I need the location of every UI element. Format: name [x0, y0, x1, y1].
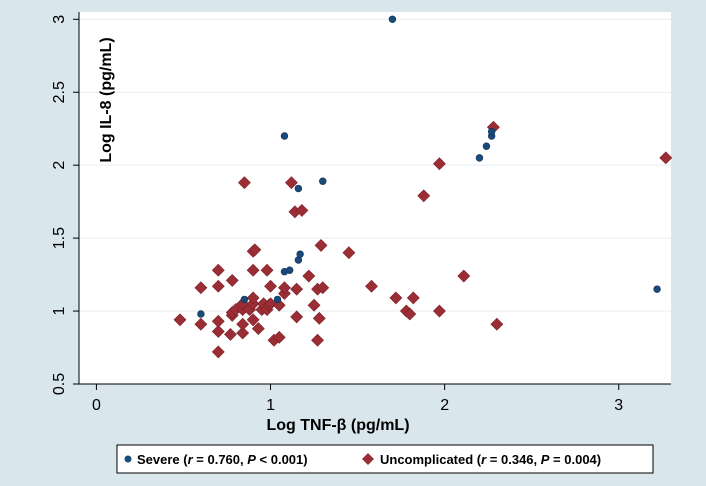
uncomplicated-point: [312, 311, 326, 325]
uncomplicated-point: [236, 326, 250, 340]
uncomplicated-point: [173, 313, 187, 327]
uncomplicated-point: [211, 314, 225, 328]
uncomplicated-point: [365, 279, 378, 293]
uncomplicated-point: [237, 176, 251, 190]
y-tick-label: 2.5: [51, 81, 68, 103]
severe-point: [487, 127, 496, 136]
uncomplicated-point: [389, 291, 403, 305]
y-axis-title: Log IL-8 (pg/mL): [98, 37, 115, 162]
uncomplicated-point: [307, 298, 321, 312]
uncomplicated-point: [403, 307, 417, 321]
y-tick-label: 0.5: [51, 373, 68, 395]
severe-point: [388, 15, 397, 23]
uncomplicated-point: [248, 243, 262, 257]
severe-point: [294, 184, 303, 193]
uncomplicated-point: [211, 345, 225, 359]
y-tick-label: 2: [51, 161, 68, 170]
x-axis-ticks: 0 1 2 3: [92, 384, 623, 414]
legend-uncomplicated-marker: [362, 453, 374, 465]
uncomplicated-point: [224, 327, 237, 341]
x-tick-label: 2: [440, 397, 449, 414]
x-tick-label: 3: [614, 397, 623, 414]
severe-point: [240, 295, 249, 304]
y-tick-label: 1.5: [51, 227, 68, 249]
uncomplicated-point: [290, 282, 304, 296]
uncomplicated-point: [278, 281, 291, 295]
uncomplicated-point: [432, 157, 446, 171]
legend-box: [116, 444, 654, 474]
data-points: [173, 15, 673, 359]
uncomplicated-point: [211, 279, 225, 293]
uncomplicated-point: [264, 297, 277, 311]
uncomplicated-point: [194, 281, 208, 295]
uncomplicated-point: [246, 313, 260, 327]
uncomplicated-point: [302, 269, 316, 283]
uncomplicated-point: [659, 151, 673, 165]
uncomplicated-point: [246, 263, 260, 277]
legend-severe-marker: [124, 455, 132, 463]
uncomplicated-point: [457, 269, 471, 283]
severe-point: [653, 285, 661, 293]
y-tick-label: 1: [51, 307, 68, 316]
uncomplicated-point: [417, 189, 431, 203]
x-tick-label: 1: [266, 397, 275, 414]
uncomplicated-point: [272, 330, 286, 344]
uncomplicated-point: [316, 281, 330, 295]
severe-point: [482, 142, 491, 150]
uncomplicated-point: [311, 333, 324, 347]
severe-point: [280, 132, 289, 140]
severe-point: [197, 310, 205, 318]
uncomplicated-point: [246, 291, 260, 305]
uncomplicated-point: [284, 176, 298, 190]
uncomplicated-point: [251, 322, 265, 335]
uncomplicated-point: [211, 263, 225, 277]
uncomplicated-point: [236, 317, 250, 331]
uncomplicated-point: [342, 246, 356, 260]
legend-uncomplicated-label: Uncomplicated (r = 0.346, P = 0.004): [380, 452, 601, 467]
axes: [78, 12, 671, 385]
x-axis-title: Log TNF-β (pg/mL): [266, 417, 409, 434]
severe-point: [285, 266, 294, 274]
uncomplicated-point: [260, 263, 274, 277]
severe-point: [475, 154, 484, 162]
uncomplicated-point: [211, 325, 225, 338]
legend-severe-label: Severe (r = 0.760, P < 0.001): [137, 452, 308, 467]
uncomplicated-point: [406, 291, 420, 305]
y-axis-ticks: 0.5 1 1.5 2 2.5 3: [51, 15, 79, 395]
uncomplicated-point: [432, 304, 446, 318]
uncomplicated-point: [194, 317, 208, 331]
uncomplicated-point: [295, 203, 309, 217]
uncomplicated-point: [490, 317, 504, 331]
severe-point: [273, 295, 282, 304]
legend: Severe (r = 0.760, P < 0.001) Uncomplica…: [116, 444, 654, 474]
severe-point: [319, 177, 327, 185]
severe-point: [296, 250, 304, 258]
plot-area: [79, 12, 671, 384]
uncomplicated-point: [290, 310, 304, 324]
uncomplicated-point: [225, 273, 239, 287]
uncomplicated-point: [314, 238, 328, 252]
x-tick-label: 0: [92, 397, 101, 414]
y-tick-label: 3: [51, 15, 68, 24]
uncomplicated-point: [264, 279, 277, 293]
